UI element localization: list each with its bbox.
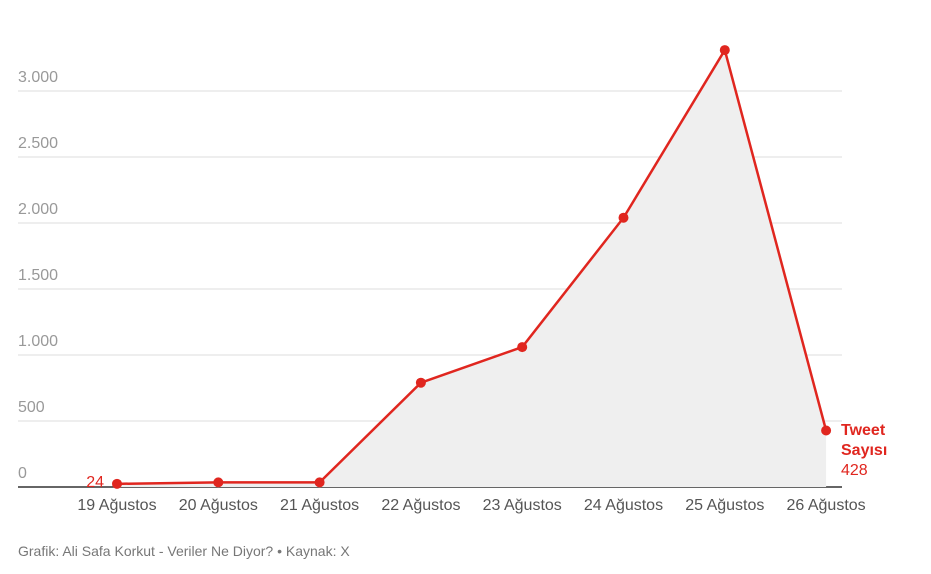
y-tick-label: 3.000 [18,69,58,86]
point [112,478,122,489]
value-label: 24 [86,474,104,491]
x-tick-label: 26 Ağustos [787,497,866,514]
area [117,50,827,487]
x-tick-label: 23 Ağustos [483,497,562,514]
line [116,46,828,486]
point [517,342,528,353]
x-tick-label: 19 Ağustos [77,497,156,514]
point [415,377,426,388]
x-tick-label: 20 Ağustos [179,497,258,514]
x-tick-label: 21 Ağustos [280,497,359,514]
y-tick-label: 2.500 [18,135,58,152]
point [213,477,224,488]
x-tick-label: 25 Ağustos [685,497,764,514]
footer: Grafik: Ali Safa Korkut - Veriler Ne Diy… [18,543,350,559]
y-tick-label: 1.500 [18,267,58,284]
series-end-label: Tweet Sayısı 428 [841,421,921,481]
legend-label: Tweet Sayısı [841,422,888,459]
x-tick-label: 24 Ağustos [584,497,663,514]
point [821,425,832,436]
point [314,477,325,488]
x-tick-label: 22 Ağustos [381,497,460,514]
point [719,45,730,56]
y-tick-label: 0 [18,465,27,482]
point [618,212,629,223]
y-tick-label: 2.000 [18,201,58,218]
y-tick-label: 500 [18,399,45,416]
y-tick-label: 1.000 [18,333,58,350]
value-label: 428 [841,462,868,479]
